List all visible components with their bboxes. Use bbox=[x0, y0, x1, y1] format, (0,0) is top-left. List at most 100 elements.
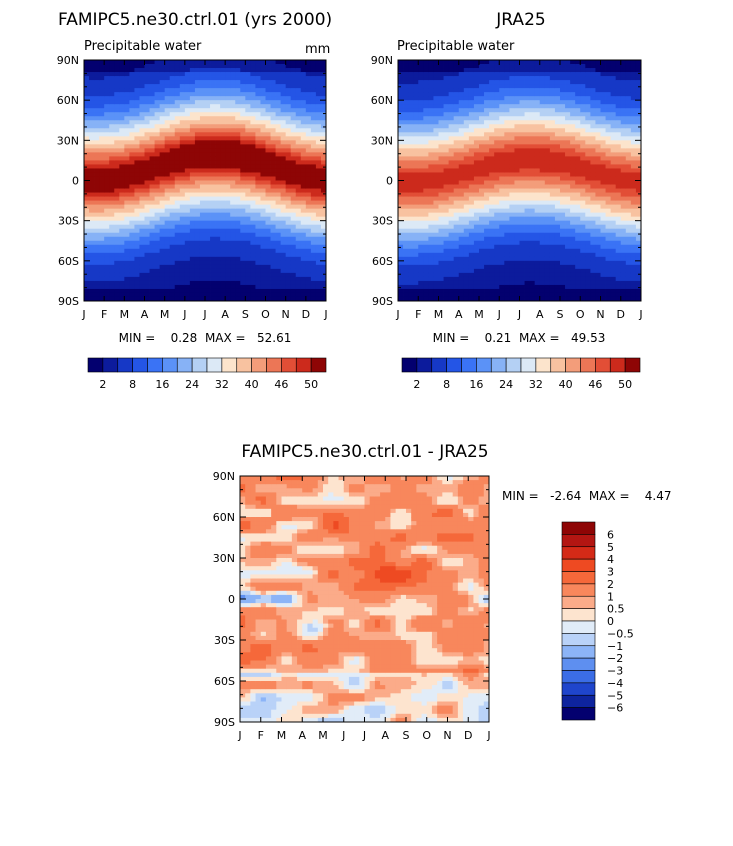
panel-obs-cell bbox=[529, 84, 536, 89]
panel-obs-cell bbox=[484, 212, 490, 218]
panel-model-cell bbox=[295, 244, 302, 250]
panel-model-cell bbox=[250, 172, 256, 177]
panel-model-cell bbox=[194, 112, 201, 117]
panel-model-cell bbox=[114, 196, 120, 201]
panel-model-cell bbox=[260, 112, 266, 117]
panel-model-cell bbox=[154, 184, 161, 189]
panel-obs-cell bbox=[428, 160, 434, 165]
panel-model-cell bbox=[265, 268, 271, 274]
panel-model-cell bbox=[124, 192, 130, 197]
panel-model-cell bbox=[129, 64, 135, 69]
panel-obs-cell bbox=[484, 228, 490, 234]
panel-model-cell bbox=[154, 212, 161, 218]
panel-obs-cell bbox=[418, 176, 424, 181]
panel-obs-cell bbox=[519, 276, 525, 282]
panel-model-cell bbox=[124, 76, 130, 81]
panel-obs-title: JRA25 bbox=[495, 10, 545, 30]
panel-obs-cell bbox=[560, 112, 566, 117]
panel-obs-cell bbox=[509, 288, 515, 294]
panel-model-cell bbox=[260, 152, 266, 157]
panel-obs-cell bbox=[499, 276, 505, 282]
panel-model-cell bbox=[230, 288, 236, 294]
panel-model-cell bbox=[260, 260, 266, 266]
panel-model-cell bbox=[310, 188, 317, 193]
panel-model-cell bbox=[189, 100, 196, 105]
panel-obs-cell bbox=[479, 276, 485, 282]
panel-model-cell bbox=[99, 60, 105, 65]
panel-obs-cell bbox=[514, 104, 520, 109]
panel-model-cell bbox=[295, 236, 302, 242]
panel-model-cell bbox=[205, 232, 211, 238]
panel-obs-cell bbox=[519, 124, 525, 129]
panel-obs-cell bbox=[433, 176, 439, 181]
panel-model-cell bbox=[250, 184, 256, 189]
panel-model-cell bbox=[285, 224, 292, 230]
panel-obs-cell bbox=[524, 60, 531, 65]
panel-model-cell bbox=[89, 256, 95, 262]
panel-model-cell bbox=[104, 224, 110, 230]
panel-model-cell bbox=[290, 280, 297, 286]
panel-obs-cell bbox=[413, 208, 419, 214]
panel-model-cell bbox=[129, 232, 135, 238]
panel-model-cell bbox=[290, 192, 297, 197]
panel-model-cell bbox=[285, 156, 292, 161]
panel-model-cell bbox=[245, 200, 251, 205]
panel-model-cell bbox=[154, 88, 161, 93]
panel-model-cell bbox=[99, 200, 105, 205]
panel-model-cell bbox=[205, 176, 211, 181]
panel-model-cell bbox=[300, 176, 307, 181]
panel-model-cell bbox=[305, 212, 312, 218]
panel-model-cell bbox=[189, 232, 196, 238]
panel-model-cell bbox=[285, 188, 292, 193]
panel-obs-cell bbox=[539, 156, 546, 161]
panel-obs-cell bbox=[534, 124, 541, 129]
panel-model-cell bbox=[225, 296, 231, 302]
panel-model-cell bbox=[265, 184, 271, 189]
panel-model-cell bbox=[99, 160, 105, 165]
panel-obs-cell bbox=[484, 116, 490, 121]
panel-obs-cell bbox=[403, 208, 409, 214]
panel-model-cell bbox=[210, 260, 216, 266]
panel-model-cell bbox=[245, 216, 251, 222]
panel-model-cell bbox=[199, 260, 206, 266]
panel-obs-cell bbox=[509, 156, 515, 161]
panel-model-cell bbox=[290, 252, 297, 258]
panel-model-cell bbox=[189, 260, 196, 266]
panel-obs-cell bbox=[519, 164, 525, 169]
panel-model-cell bbox=[119, 244, 125, 250]
panel-model-cell bbox=[300, 80, 307, 85]
panel-model-cell bbox=[260, 172, 266, 177]
panel-obs-cell bbox=[433, 272, 439, 278]
panel-model-cell bbox=[235, 92, 241, 97]
panel-model-cell bbox=[220, 260, 226, 266]
panel-model-cell bbox=[225, 164, 231, 169]
panel-model-cell bbox=[245, 220, 251, 226]
panel-obs-cell bbox=[473, 88, 480, 93]
panel-obs-cell bbox=[473, 272, 480, 278]
panel-model-cell bbox=[215, 140, 221, 145]
panel-obs-cell bbox=[479, 260, 485, 266]
panel-obs-cell bbox=[453, 240, 460, 246]
panel-model-cell bbox=[89, 180, 95, 185]
panel-model-x-tick-label: J bbox=[81, 308, 85, 321]
panel-obs-cell bbox=[428, 92, 434, 97]
panel-model-cell bbox=[144, 68, 150, 73]
panel-obs-cell bbox=[443, 280, 450, 286]
panel-model-cell bbox=[109, 84, 115, 89]
panel-model-cell bbox=[84, 196, 90, 201]
panel-model-cell bbox=[89, 160, 95, 165]
panel-obs-cell bbox=[473, 96, 480, 101]
panel-obs-cell bbox=[418, 100, 424, 105]
panel-obs-cell bbox=[433, 276, 439, 282]
panel-model-cell bbox=[109, 100, 115, 105]
panel-obs-cell bbox=[468, 180, 475, 185]
panel-model-cell bbox=[290, 228, 297, 234]
panel-model-cell bbox=[184, 112, 191, 117]
panel-model-cell bbox=[220, 208, 226, 214]
panel-model-cell bbox=[290, 204, 297, 210]
panel-model-cell bbox=[210, 68, 216, 73]
panel-model-colorbar-label: 8 bbox=[129, 378, 136, 391]
panel-model-cell bbox=[280, 156, 287, 161]
panel-model-cell bbox=[290, 248, 297, 254]
panel-model-cell bbox=[215, 92, 221, 97]
